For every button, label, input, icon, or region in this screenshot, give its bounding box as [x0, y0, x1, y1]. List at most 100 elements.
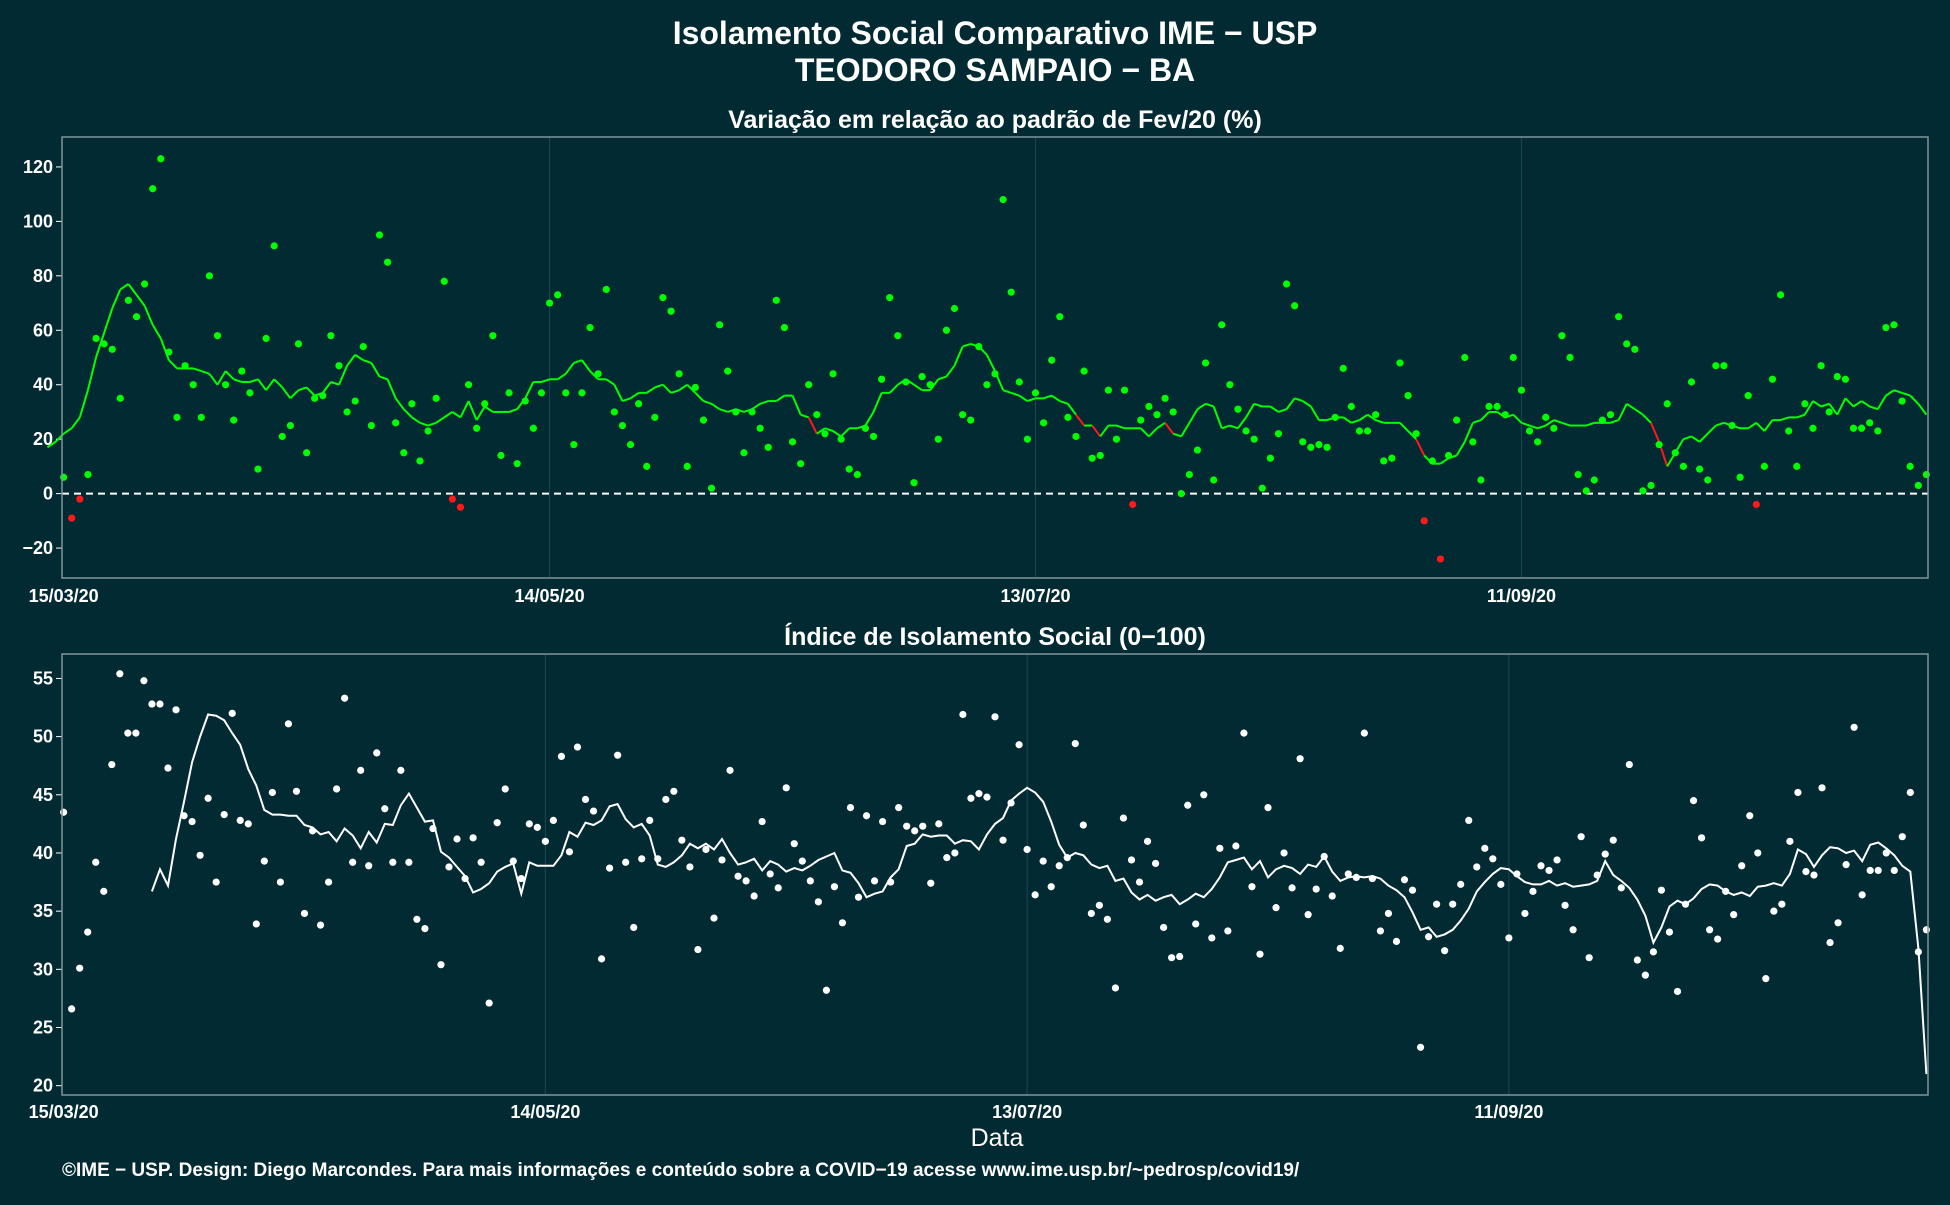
rolling-mean-segment: [379, 375, 388, 381]
data-point: [554, 291, 562, 299]
rolling-mean-segment: [1027, 397, 1036, 403]
data-point: [533, 823, 541, 831]
data-point: [1825, 408, 1833, 416]
data-point: [1449, 900, 1457, 908]
y-tick-label: 80: [33, 266, 53, 286]
data-point: [756, 424, 764, 432]
data-point: [1793, 462, 1801, 470]
rolling-mean-segment: [719, 408, 729, 413]
data-point: [565, 848, 574, 856]
data-point: [1169, 408, 1177, 416]
data-point: [869, 432, 878, 441]
data-point: [602, 285, 610, 294]
rolling-mean-segment: [703, 400, 712, 405]
rolling-mean-segment: [1278, 408, 1287, 413]
data-point: [1039, 857, 1047, 865]
data-point: [1193, 446, 1202, 454]
data-point: [220, 810, 228, 819]
rolling-mean-segment: [686, 384, 697, 394]
rolling-mean-segment: [1196, 402, 1207, 411]
data-point: [870, 877, 879, 885]
data-point: [659, 294, 667, 302]
data-point: [252, 920, 260, 928]
data-point: [132, 313, 141, 321]
data-point: [675, 370, 683, 378]
data-point: [108, 760, 116, 769]
data-point: [1842, 861, 1850, 869]
rolling-mean-segment: [119, 283, 129, 291]
data-point: [788, 438, 797, 446]
rolling-mean-segment: [46, 441, 57, 449]
data-point: [967, 794, 975, 802]
data-point: [1778, 900, 1786, 908]
data-point: [919, 822, 927, 830]
rolling-mean-segment: [1852, 400, 1863, 408]
data-point: [750, 892, 758, 900]
data-point: [887, 878, 895, 886]
rolling-mean-segment: [208, 373, 219, 386]
data-point: [814, 898, 822, 906]
rolling-mean-segment: [484, 405, 494, 413]
data-point: [1850, 723, 1858, 731]
data-point: [60, 473, 68, 481]
data-point: [927, 879, 935, 887]
data-point: [1762, 975, 1770, 983]
data-point: [1453, 416, 1461, 424]
data-point: [383, 258, 392, 266]
data-point: [1501, 411, 1509, 419]
rolling-mean-segment: [613, 384, 624, 402]
data-point: [1347, 402, 1355, 411]
data-point: [1505, 934, 1513, 942]
data-point: [822, 986, 830, 994]
rolling-mean-segment: [1172, 432, 1182, 438]
rolling-mean-segment: [1067, 403, 1077, 416]
data-point: [821, 430, 829, 438]
rolling-mean-segment: [354, 353, 364, 362]
rolling-mean-segment: [1245, 403, 1256, 418]
y-tick-label: 25: [33, 1018, 53, 1038]
data-point: [950, 304, 959, 313]
data-point: [141, 280, 149, 288]
data-point: [343, 408, 351, 416]
data-point: [1712, 362, 1720, 370]
data-point: [651, 413, 659, 421]
data-point: [262, 334, 270, 343]
rolling-mean-segment: [872, 392, 883, 413]
data-point: [1111, 984, 1120, 992]
data-point: [497, 451, 505, 460]
data-point: [244, 820, 252, 828]
data-point: [1477, 476, 1485, 484]
data-point: [570, 441, 578, 449]
data-point: [509, 857, 517, 865]
data-point: [1080, 367, 1088, 375]
data-point: [1623, 340, 1631, 348]
data-point: [172, 706, 180, 714]
data-point: [477, 858, 485, 866]
data-point: [1282, 280, 1291, 288]
data-point: [421, 925, 429, 933]
data-point: [1857, 424, 1866, 432]
rolling-mean-segment: [1521, 421, 1530, 427]
data-point: [284, 720, 293, 728]
data-point: [1031, 389, 1040, 397]
data-point: [1015, 741, 1023, 749]
rolling-mean-segment: [1585, 421, 1595, 427]
data-point: [605, 864, 614, 872]
y-tick-label: −20: [22, 538, 53, 558]
data-point: [1201, 359, 1210, 367]
data-point: [1801, 400, 1809, 408]
data-point: [1615, 313, 1623, 321]
data-point: [1665, 928, 1674, 936]
rolling-mean-segment: [564, 362, 575, 375]
data-point: [1104, 386, 1112, 394]
rolling-mean-segment: [1164, 422, 1174, 435]
data-point: [359, 343, 367, 351]
data-point: [845, 465, 853, 473]
data-point: [597, 955, 606, 963]
rolling-mean-segment: [1690, 435, 1701, 443]
rolling-mean-segment: [1706, 424, 1717, 435]
data-point: [1489, 855, 1497, 863]
data-point: [1436, 555, 1445, 563]
data-point: [1396, 359, 1404, 367]
